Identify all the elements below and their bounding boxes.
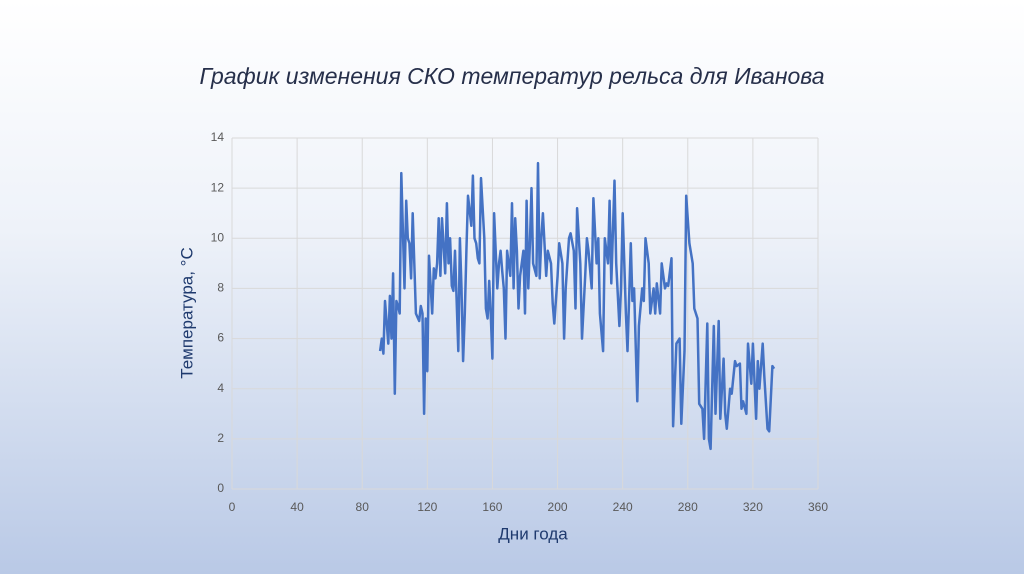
x-tick-label: 240 xyxy=(613,500,633,514)
y-axis-label: Температура, °С xyxy=(177,247,196,378)
y-tick-label: 4 xyxy=(217,381,224,395)
y-tick-label: 12 xyxy=(211,180,225,194)
x-tick-label: 200 xyxy=(548,500,568,514)
x-axis-label: Дни года xyxy=(498,524,568,543)
y-tick-label: 8 xyxy=(217,281,224,295)
y-tick-label: 10 xyxy=(211,230,225,244)
x-tick-label: 80 xyxy=(356,500,370,514)
x-tick-label: 280 xyxy=(678,500,698,514)
y-tick-label: 2 xyxy=(217,431,224,445)
x-tick-label: 0 xyxy=(229,500,236,514)
y-tick-label: 14 xyxy=(211,130,225,144)
x-tick-label: 120 xyxy=(417,500,437,514)
x-tick-label: 40 xyxy=(290,500,304,514)
y-tick-label: 0 xyxy=(217,481,224,495)
y-tick-label: 6 xyxy=(217,331,224,345)
x-tick-label: 160 xyxy=(482,500,502,514)
data-line xyxy=(378,161,776,451)
chart-title: График изменения СКО температур рельса д… xyxy=(199,63,824,89)
x-tick-label: 360 xyxy=(808,500,828,514)
x-tick-label: 320 xyxy=(743,500,763,514)
